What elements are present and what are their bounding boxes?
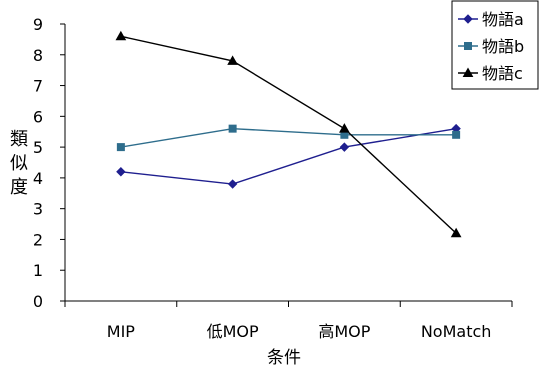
x-axis-title: 条件	[267, 348, 301, 368]
x-tick-label: 高MOP	[318, 322, 370, 341]
y-tick-label: 8	[33, 46, 43, 65]
y-axis-title: 類似度	[10, 129, 28, 198]
y-tick-label: 5	[33, 138, 43, 157]
x-tick-label: MIP	[107, 322, 136, 341]
y-tick-label: 3	[33, 200, 43, 219]
series-line-3	[120, 35, 457, 234]
data-point	[115, 30, 127, 41]
data-point	[227, 179, 238, 189]
data-point	[116, 167, 126, 177]
legend-label: 物語a	[482, 10, 524, 29]
y-ticks	[60, 23, 65, 302]
y-tick-label: 4	[33, 169, 43, 188]
x-tick-label: 低MOP	[207, 322, 259, 341]
legend-marker	[463, 14, 473, 24]
y-tick-labels: 0 1 2 3 4 5 6 7 8 9	[33, 15, 43, 311]
series-markers	[115, 30, 462, 238]
y-axis-title-char: 似	[10, 153, 28, 174]
x-tick-label: NoMatch	[421, 322, 492, 341]
data-point	[227, 55, 238, 65]
y-tick-label: 6	[33, 107, 43, 126]
legend: 物語a 物語b 物語c	[451, 0, 539, 90]
data-point	[452, 130, 461, 139]
legend-label: 物語b	[482, 37, 524, 56]
y-tick-label: 1	[33, 261, 43, 280]
y-tick-label: 7	[33, 77, 43, 96]
data-point	[450, 227, 462, 238]
y-tick-label: 9	[33, 15, 43, 34]
data-point	[339, 123, 350, 133]
data-point	[339, 142, 350, 152]
y-tick-label: 2	[33, 230, 43, 249]
data-point	[116, 143, 125, 152]
x-tick-labels: MIP 低MOP 高MOP NoMatch	[107, 322, 492, 341]
x-ticks	[64, 301, 513, 307]
y-tick-label: 0	[33, 292, 43, 311]
data-point	[228, 124, 237, 133]
y-axis-title-char: 類	[10, 129, 28, 150]
legend-marker	[464, 42, 472, 50]
series-line-1	[120, 127, 457, 185]
series-lines	[120, 35, 457, 234]
legend-marker	[462, 67, 474, 77]
legend-label: 物語c	[482, 64, 523, 83]
y-axis-title-char: 度	[10, 177, 28, 198]
series-line-2	[120, 127, 457, 148]
axes	[64, 24, 512, 302]
